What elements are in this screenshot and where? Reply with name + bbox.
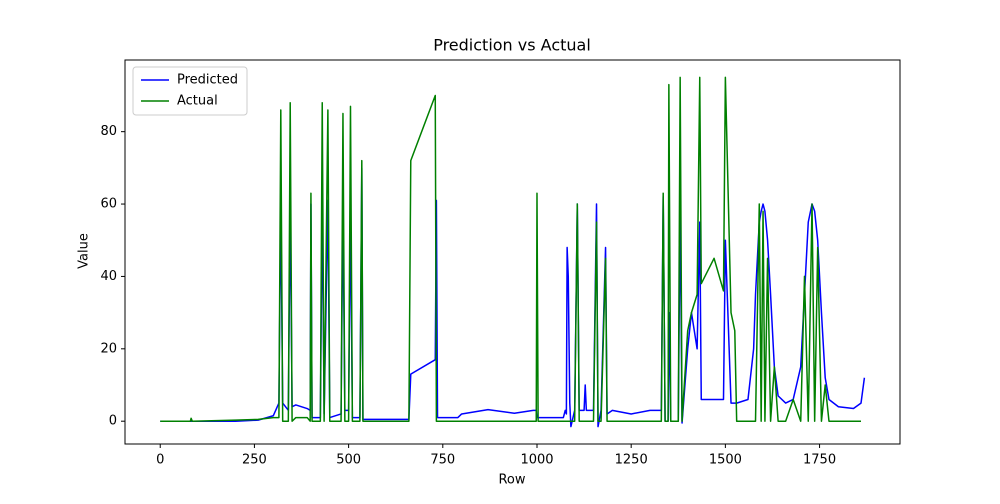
x-tick-label: 1000	[520, 453, 553, 468]
y-tick-label: 40	[100, 269, 117, 284]
x-tick-label: 500	[336, 453, 361, 468]
x-axis-label: Row	[498, 473, 525, 488]
chart-title: Prediction vs Actual	[433, 36, 591, 55]
x-tick-label: 1250	[615, 453, 648, 468]
y-tick-label: 60	[100, 197, 117, 212]
y-axis-label: Value	[77, 233, 92, 269]
legend-box	[132, 66, 248, 116]
y-tick-label: 20	[100, 341, 117, 356]
x-tick-label: 1500	[709, 453, 742, 468]
legend-label: Predicted	[177, 73, 238, 88]
x-tick-label: 250	[242, 453, 267, 468]
data-line	[160, 76, 862, 422]
y-tick-label: 0	[109, 414, 117, 429]
y-tick-label: 80	[100, 124, 117, 139]
legend-label: Actual	[177, 94, 218, 109]
x-tick-label: 750	[430, 453, 455, 468]
x-tick-label: 0	[156, 453, 164, 468]
plot-frame	[124, 59, 901, 445]
x-tick-label: 1750	[803, 453, 836, 468]
